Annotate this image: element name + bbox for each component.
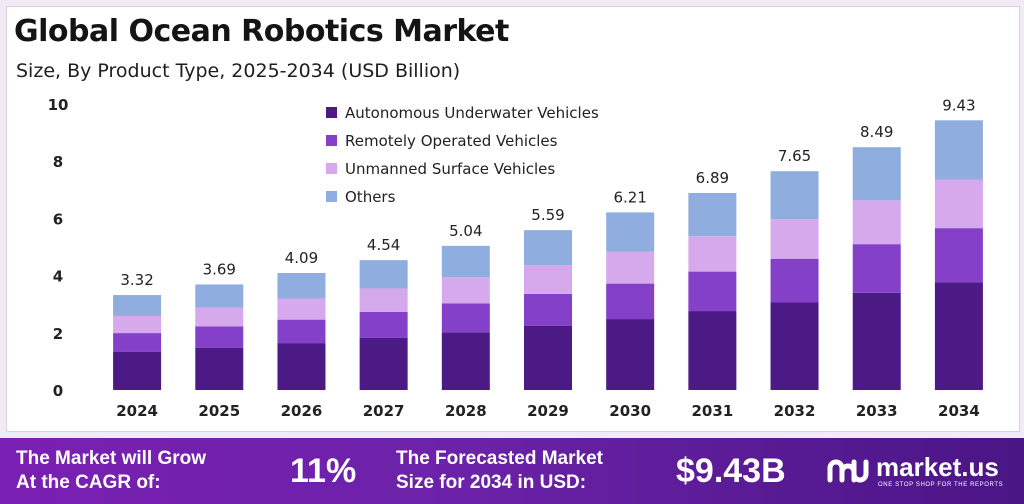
bar-total-label: 3.69 <box>203 260 236 278</box>
bar-segment <box>277 343 326 390</box>
y-tick-label: 6 <box>53 210 63 228</box>
bar-total-label: 9.43 <box>942 96 975 114</box>
bar-segment <box>195 326 244 348</box>
bar-segment <box>852 200 901 245</box>
bar-segment <box>524 230 572 266</box>
bar-segment <box>113 315 162 334</box>
chart-title: Global Ocean Robotics Market <box>14 14 509 49</box>
bar-segment <box>770 258 819 303</box>
y-tick-label: 4 <box>53 268 63 286</box>
bar-segment <box>441 277 490 304</box>
brand-tagline: ONE STOP SHOP FOR THE REPORTS <box>878 482 1004 488</box>
bar-segment <box>934 228 983 283</box>
cagr-text-line1: The Market will Grow <box>16 448 207 469</box>
legend-swatch <box>326 191 337 202</box>
x-tick-label: 2033 <box>856 402 898 420</box>
bar-segment <box>441 303 490 333</box>
x-tick-label: 2032 <box>774 402 816 420</box>
brand-name: market.us <box>876 452 999 482</box>
bar-segment <box>688 236 737 272</box>
legend-label: Others <box>345 188 396 206</box>
bar-segment <box>524 325 572 390</box>
bar-segment <box>770 171 819 220</box>
legend-swatch <box>326 163 337 174</box>
bar-segment <box>606 212 655 252</box>
bar-segment <box>852 244 901 293</box>
bar-segment <box>195 347 244 390</box>
bar-segment <box>359 288 408 312</box>
bar-segment <box>441 245 490 278</box>
bar-segment <box>852 292 901 390</box>
bar-segment <box>359 311 408 338</box>
legend-label: Remotely Operated Vehicles <box>345 132 558 150</box>
x-tick-label: 2029 <box>527 402 569 420</box>
legend-label: Unmanned Surface Vehicles <box>345 160 555 178</box>
x-tick-label: 2028 <box>445 402 487 420</box>
bar-segment <box>606 283 655 320</box>
bar-segment <box>195 307 244 327</box>
x-tick-label: 2026 <box>281 402 323 420</box>
legend-label: Autonomous Underwater Vehicles <box>345 104 599 122</box>
x-tick-label: 2027 <box>363 402 405 420</box>
bar-segment <box>277 319 326 344</box>
bar-segment <box>277 298 326 320</box>
forecast-text-line1: The Forecasted Market <box>396 448 603 469</box>
cagr-text-line2: At the CAGR of: <box>16 472 161 493</box>
x-tick-label: 2034 <box>938 402 980 420</box>
bar-segment <box>113 333 162 352</box>
bar-segment <box>688 271 737 312</box>
bar-total-label: 4.54 <box>367 236 400 254</box>
bar-total-label: 8.49 <box>860 123 893 141</box>
y-tick-label: 2 <box>53 325 63 343</box>
bar-segment <box>934 179 983 229</box>
bar-segment <box>770 219 819 259</box>
stacked-bar-chart: 0 2 4 6 8 10 3.32 2024 3.69 2025 4.09 2026 4.54 2027 5… <box>48 96 983 420</box>
bar-segment <box>195 284 244 308</box>
bar-total-label: 6.89 <box>696 169 729 187</box>
y-tick-label: 8 <box>53 153 63 171</box>
x-tick-label: 2024 <box>116 402 158 420</box>
x-tick-label: 2025 <box>198 402 240 420</box>
bar-segment <box>524 293 572 326</box>
brand-logo: market.us ONE STOP SHOP FOR THE REPORTS <box>826 450 1016 494</box>
bar-segment <box>359 260 408 289</box>
bar-total-label: 5.04 <box>449 222 482 240</box>
bar-segment <box>606 319 655 390</box>
bar-segment <box>113 351 162 390</box>
bar-segment <box>934 120 983 180</box>
bar-segment <box>934 282 983 390</box>
bar-total-label: 4.09 <box>285 249 318 267</box>
bar-segment <box>113 295 162 316</box>
legend-swatch <box>326 135 337 146</box>
bar-total-label: 6.21 <box>613 188 646 206</box>
bar-segment <box>359 337 408 390</box>
forecast-text-line2: Size for 2034 in USD: <box>396 472 587 493</box>
brand-mark-icon <box>827 459 869 483</box>
legend-swatch <box>326 107 337 118</box>
bar-segment <box>606 251 655 284</box>
chart-subtitle: Size, By Product Type, 2025-2034 (USD Bi… <box>16 60 461 82</box>
x-tick-label: 2030 <box>609 402 651 420</box>
x-tick-label: 2031 <box>691 402 733 420</box>
bar-segment <box>441 332 490 390</box>
bar-total-label: 5.59 <box>531 206 564 224</box>
bar-segment <box>277 273 326 299</box>
footer-banner: The Market will Grow At the CAGR of: 11%… <box>0 438 1024 504</box>
bar-total-label: 3.32 <box>120 271 153 289</box>
y-tick-label: 10 <box>48 96 69 114</box>
bar-segment <box>524 265 572 294</box>
bar-segment <box>852 147 901 201</box>
cagr-value: 11% <box>290 452 357 490</box>
bar-segment <box>770 302 819 390</box>
chart-card <box>6 6 1020 432</box>
bar-segment <box>688 311 737 390</box>
bar-segment <box>688 192 737 237</box>
y-tick-label: 0 <box>53 382 63 400</box>
bar-total-label: 7.65 <box>778 147 811 165</box>
forecast-value: $9.43B <box>676 452 786 490</box>
